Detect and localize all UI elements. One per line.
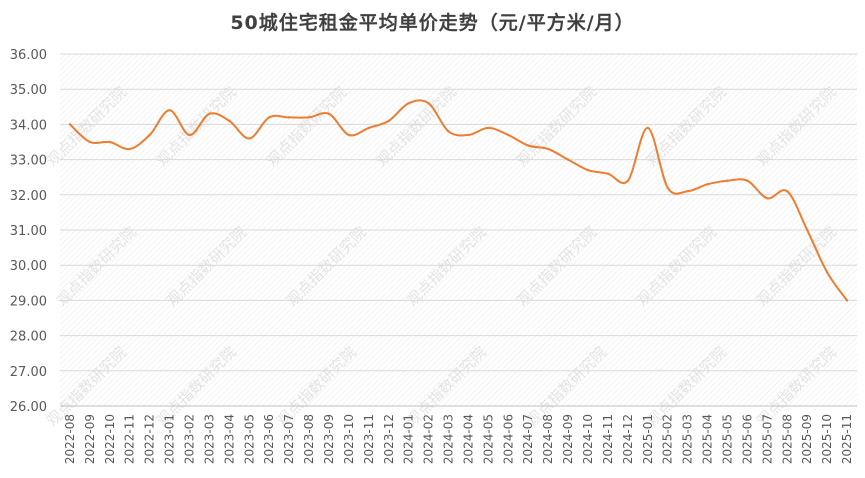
data-point (307, 116, 311, 119)
x-tick-label: 2024-05 (481, 414, 495, 464)
data-point (327, 112, 331, 116)
data-point (427, 102, 430, 105)
data-point (447, 130, 450, 133)
x-tick-label: 2023-08 (302, 414, 316, 464)
x-tick-label: 2025-01 (641, 414, 655, 464)
data-point (268, 116, 271, 119)
x-tick-label: 2025-08 (780, 414, 794, 464)
x-tick-label: 2022-12 (143, 414, 157, 464)
x-tick-label: 2025-07 (760, 414, 774, 464)
x-tick-label: 2025-04 (701, 414, 715, 464)
data-point (527, 144, 530, 147)
y-tick-label: 31.00 (10, 224, 47, 239)
y-tick-label: 27.00 (10, 365, 47, 380)
data-point (686, 190, 689, 193)
x-tick-label: 2022-08 (63, 414, 77, 464)
y-tick-label: 29.00 (10, 294, 47, 309)
x-tick-label: 2025-06 (740, 414, 754, 464)
x-tick-label: 2024-09 (561, 414, 575, 464)
x-tick-label: 2024-12 (621, 414, 635, 464)
data-point (367, 126, 371, 130)
data-point (786, 190, 789, 193)
data-point (128, 147, 131, 151)
data-point (68, 123, 72, 126)
data-point (168, 109, 171, 112)
x-tick-label: 2024-02 (422, 414, 436, 464)
x-tick-label: 2024-03 (442, 414, 456, 464)
data-point (626, 179, 630, 182)
x-tick-label: 2023-11 (362, 414, 376, 464)
y-tick-label: 32.00 (10, 189, 47, 204)
data-point (108, 140, 112, 144)
x-tick-label: 2023-06 (262, 414, 276, 464)
y-axis: 26.00 27.00 28.00 29.00 30.00 31.00 32.00 33.00… (10, 48, 47, 415)
x-tick-label: 2023-02 (183, 414, 197, 464)
x-tick-label: 2024-10 (581, 414, 595, 464)
data-point (726, 179, 729, 182)
data-point (228, 119, 231, 123)
data-point (546, 147, 550, 151)
data-point (487, 126, 490, 130)
y-tick-label: 33.00 (10, 154, 47, 169)
x-tick-label: 2023-03 (202, 414, 216, 464)
y-tick-label: 28.00 (10, 330, 47, 345)
data-point (746, 179, 749, 182)
x-tick-label: 2024-04 (461, 414, 475, 464)
data-point (706, 183, 709, 186)
x-tick-label: 2023-01 (163, 414, 177, 464)
data-point (467, 133, 470, 137)
x-tick-label: 2025-10 (820, 414, 834, 464)
x-tick-label: 2023-10 (342, 414, 356, 464)
y-tick-label: 36.00 (10, 48, 47, 63)
x-tick-label: 2024-11 (601, 414, 615, 464)
x-tick-label: 2024-06 (501, 414, 515, 464)
data-point (805, 228, 809, 232)
x-tick-label: 2025-11 (840, 414, 854, 464)
x-axis: 2022-08 2022-09 2022-10 2022-11 2022-12 2023-… (60, 405, 857, 464)
y-tick-label: 35.00 (10, 83, 47, 98)
x-tick-label: 2022-09 (83, 414, 97, 464)
x-tick-label: 2025-05 (720, 414, 734, 464)
data-point (507, 133, 510, 137)
data-point (407, 102, 410, 105)
data-point (208, 112, 211, 116)
x-tick-label: 2023-04 (222, 414, 236, 464)
x-tick-label: 2023-07 (282, 414, 296, 464)
data-point (666, 186, 669, 189)
y-tick-label: 30.00 (10, 259, 47, 274)
data-point (347, 133, 351, 137)
x-tick-label: 2025-03 (681, 414, 695, 464)
x-tick-label: 2022-10 (103, 414, 117, 464)
x-tick-label: 2023-12 (382, 414, 396, 464)
x-tick-label: 2025-09 (800, 414, 814, 464)
x-tick-label: 2022-11 (123, 414, 137, 464)
x-tick-label: 2023-05 (242, 414, 256, 464)
data-point (248, 137, 251, 140)
data-point (148, 133, 151, 137)
data-point (566, 158, 570, 161)
data-point (766, 197, 769, 200)
data-point (845, 299, 849, 302)
series-layer (68, 99, 849, 302)
x-tick-label: 2024-08 (541, 414, 555, 464)
data-point (586, 168, 590, 172)
data-point (646, 126, 649, 130)
y-tick-label: 26.00 (10, 400, 47, 415)
data-point (88, 140, 92, 144)
data-point (188, 133, 191, 137)
data-point (387, 119, 390, 123)
series-line (69, 99, 848, 302)
x-tick-label: 2024-07 (521, 414, 535, 464)
x-tick-label: 2024-01 (402, 414, 416, 464)
data-point (287, 116, 291, 119)
x-tick-label: 2025-02 (661, 414, 675, 464)
y-tick-label: 34.00 (10, 118, 47, 133)
chart-title: 50城住宅租金平均单价走势（元/平方米/月） (230, 12, 635, 34)
data-point (825, 271, 829, 274)
data-point (606, 172, 610, 175)
x-tick-label: 2023-09 (322, 414, 336, 464)
